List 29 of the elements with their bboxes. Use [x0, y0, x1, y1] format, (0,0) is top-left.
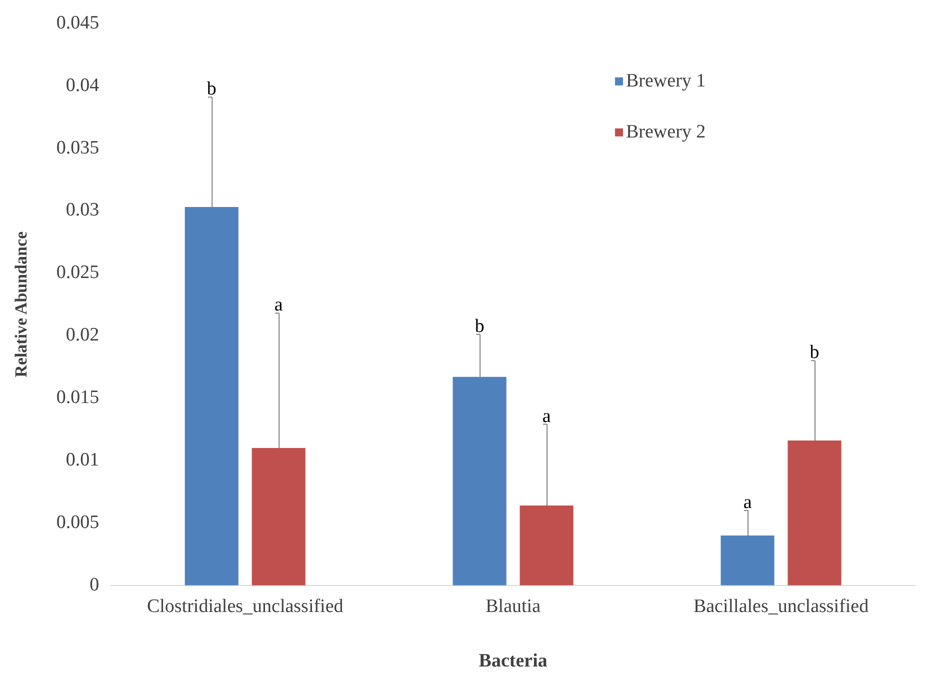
bar — [788, 440, 842, 586]
annotation: a — [274, 294, 284, 316]
y-tick-label: 0.025 — [56, 262, 100, 284]
y-tick-label: 0.01 — [66, 449, 100, 470]
x-axis-title: Bacteria — [478, 650, 548, 672]
bar — [452, 376, 506, 586]
y-tick-label: 0.005 — [56, 512, 100, 533]
y-tick-label: 0.02 — [66, 324, 100, 346]
y-tick-label: 0.04 — [66, 74, 100, 96]
x-tick-label: Clostridiales_unclassified — [146, 596, 344, 617]
y-tick-label: 0 — [90, 574, 100, 596]
annotation: a — [542, 406, 552, 427]
bar — [720, 535, 774, 586]
legend-label: Brewery 1 — [626, 70, 706, 92]
annotation: b — [810, 342, 820, 364]
annotation: b — [206, 78, 216, 100]
x-tick-label: Blautia — [486, 596, 542, 617]
x-tick-label: Bacillales_unclassified — [693, 596, 870, 617]
y-tick-label: 0.035 — [56, 137, 100, 158]
legend-label: Brewery 2 — [626, 121, 706, 142]
bar — [184, 206, 238, 586]
annotation: a — [743, 492, 752, 513]
y-tick-label: 0.03 — [66, 200, 100, 221]
y-tick-label: 0.015 — [56, 387, 100, 408]
y-axis-title: Relative Abundance — [12, 230, 31, 378]
annotation: b — [474, 316, 484, 337]
bar — [520, 505, 574, 586]
bar — [252, 448, 306, 586]
y-tick-label: 0.045 — [56, 12, 100, 34]
